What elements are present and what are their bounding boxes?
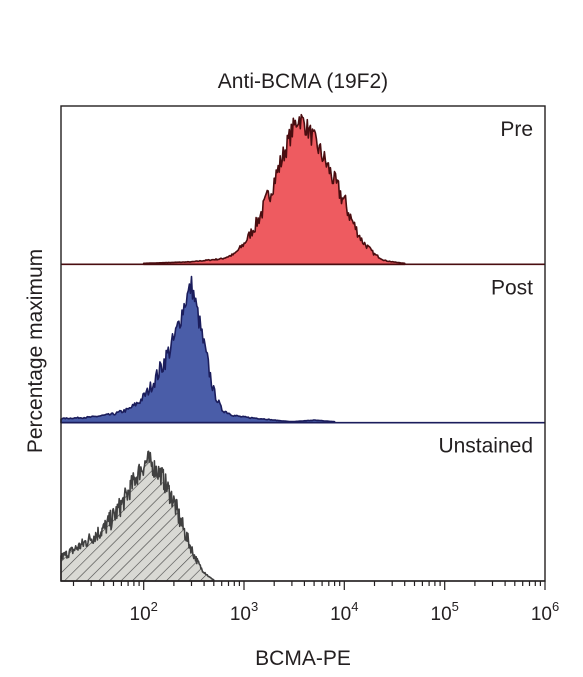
y-axis-label: Percentage maximum <box>24 249 47 453</box>
panel-pre: Pre <box>61 113 545 266</box>
x-tick-label: 105 <box>431 599 459 625</box>
x-axis: 102 103 104 105 106 <box>72 581 559 625</box>
histogram-pre <box>142 113 406 266</box>
x-tick-label: 106 <box>531 599 559 625</box>
chart-title: Anti-BCMA (19F2) <box>218 70 388 93</box>
x-tick-label: 102 <box>130 599 158 625</box>
plot-frame <box>60 105 546 582</box>
histogram-post <box>60 275 336 424</box>
histogram-panels: Pre Post Unstained <box>60 105 546 582</box>
panel-label-post: Post <box>491 276 533 299</box>
histogram-unstained <box>60 450 215 582</box>
panel-unstained: Unstained <box>60 435 545 582</box>
x-tick-label: 104 <box>330 599 358 625</box>
x-axis-label: BCMA-PE <box>255 647 351 670</box>
panel-post: Post <box>60 275 545 424</box>
x-tick-label: 103 <box>230 599 258 625</box>
panel-label-unstained: Unstained <box>438 435 533 458</box>
panel-label-pre: Pre <box>500 118 533 141</box>
